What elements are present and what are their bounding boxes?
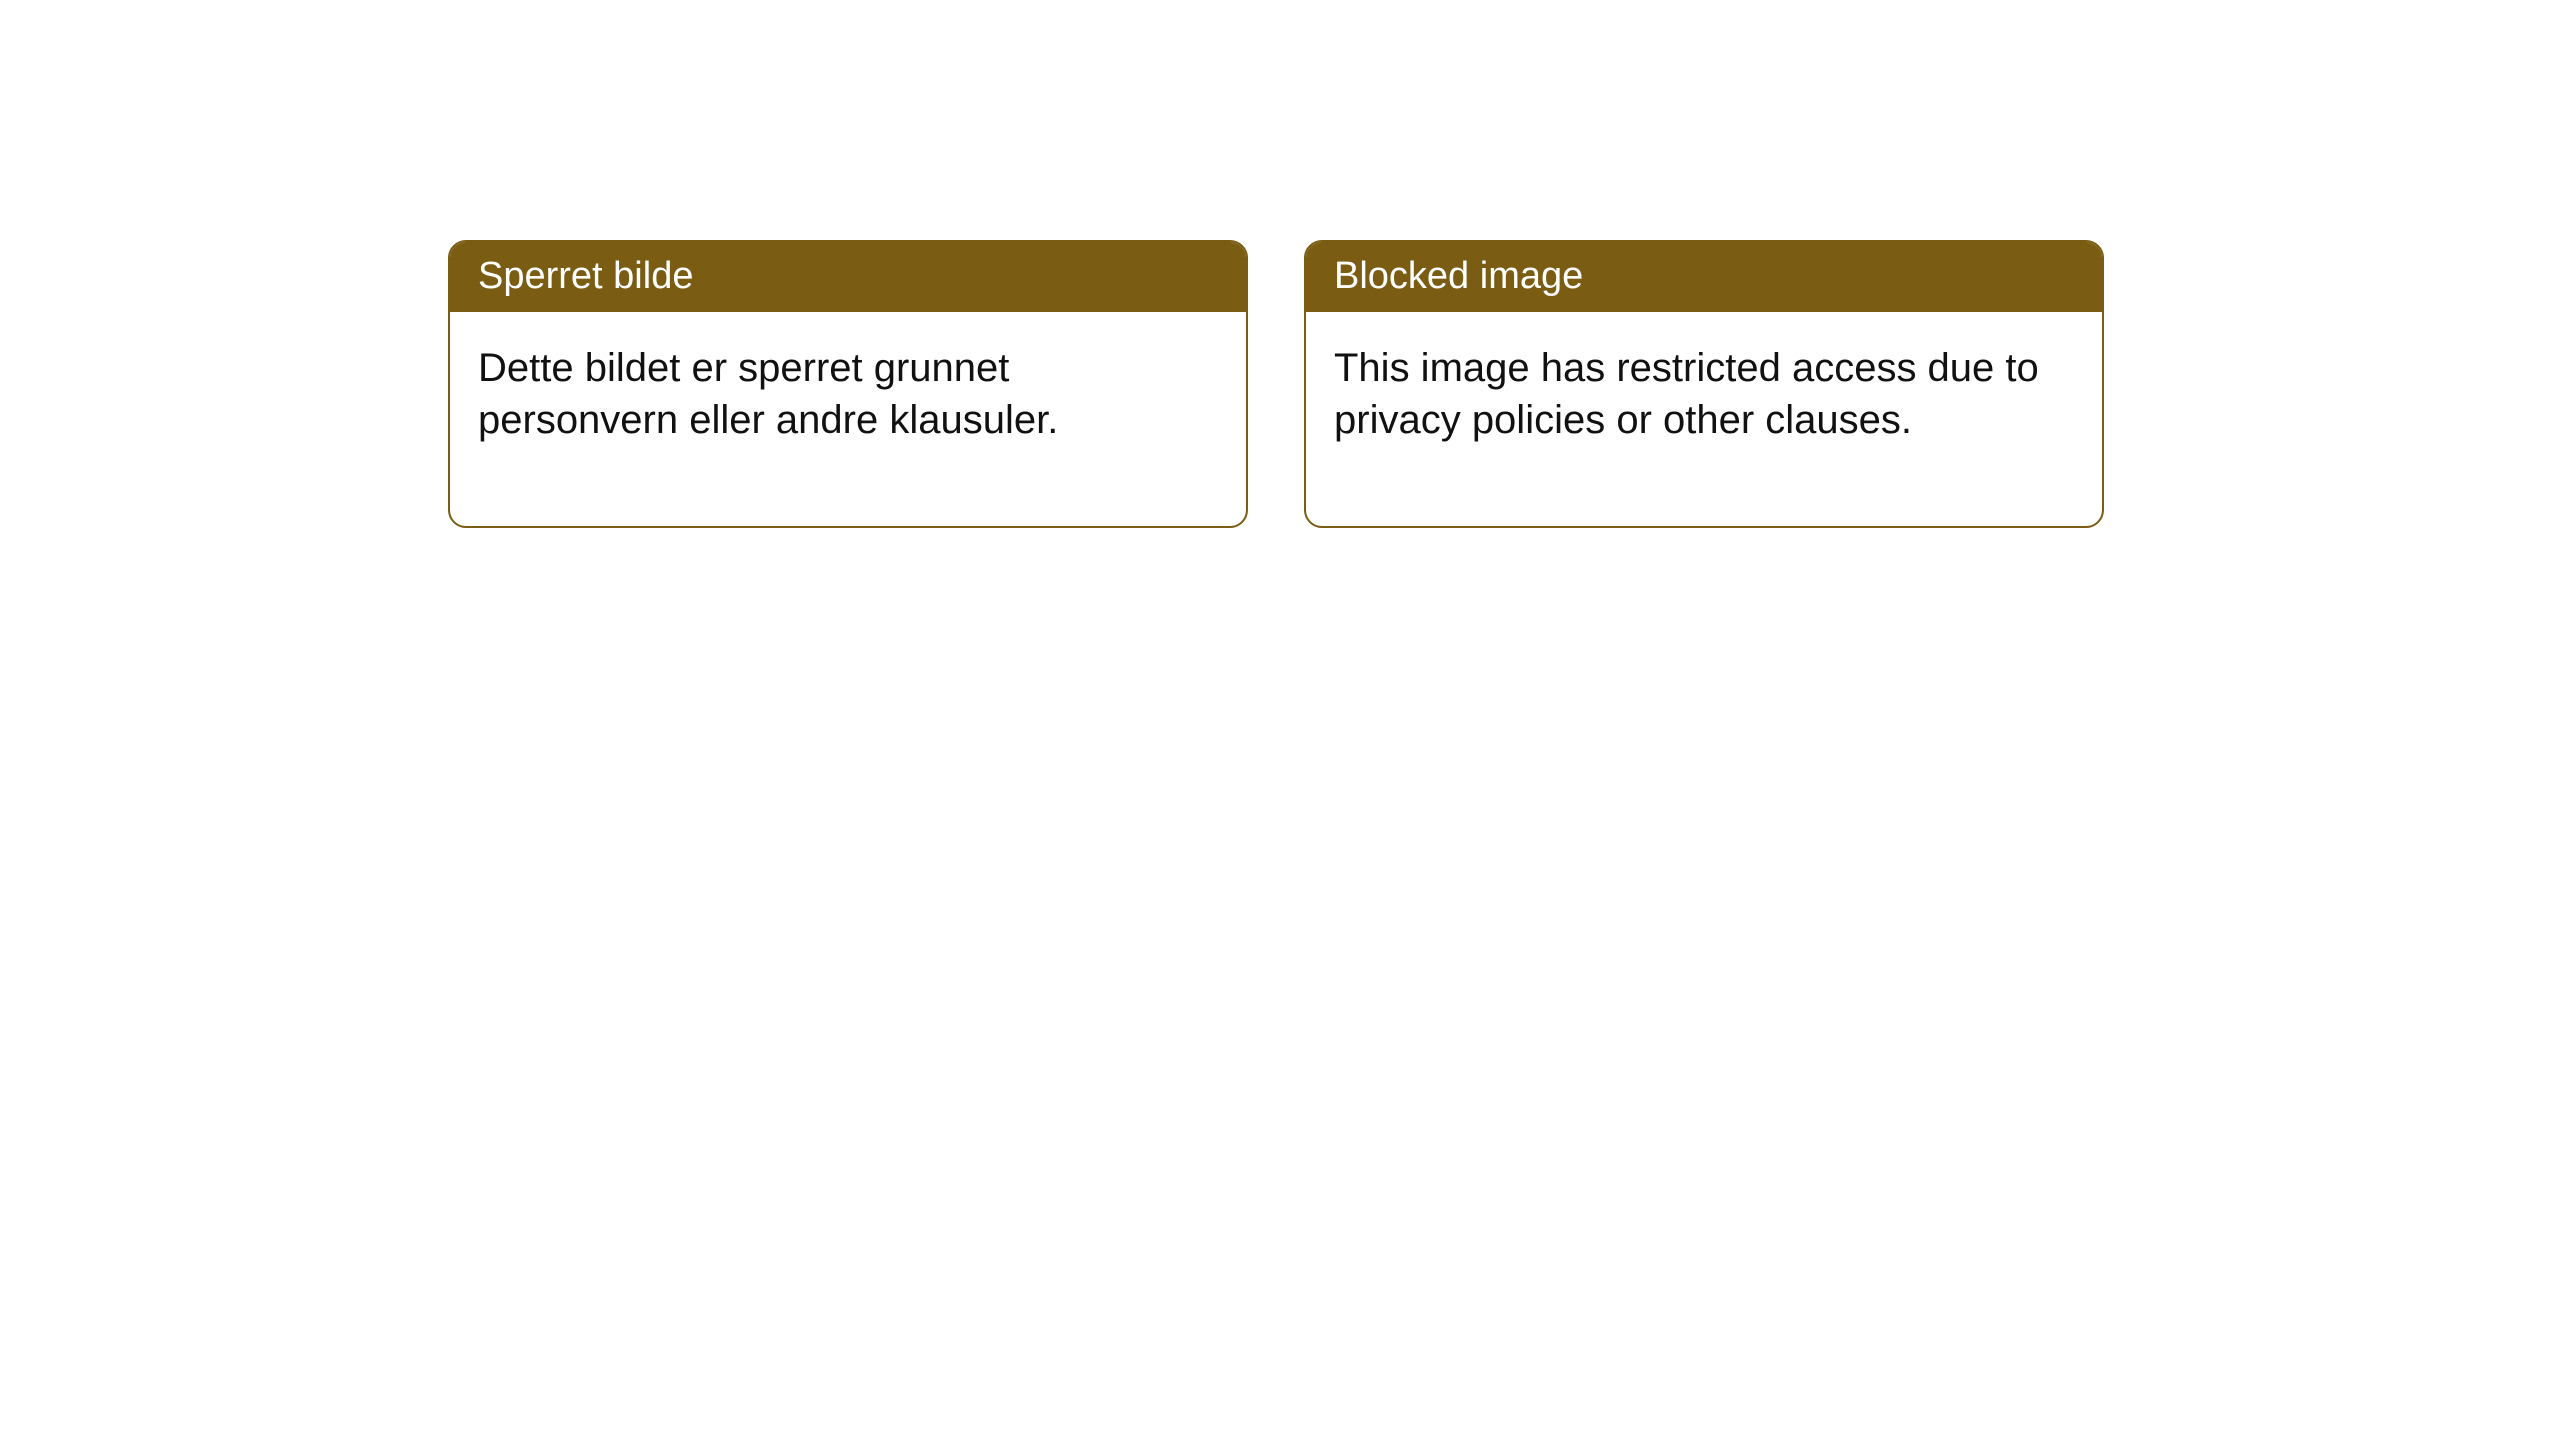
card-body: This image has restricted access due to … [1306, 312, 2102, 526]
card-title: Sperret bilde [478, 255, 693, 297]
card-header: Blocked image [1306, 242, 2102, 312]
notice-cards-container: Sperret bilde Dette bildet er sperret gr… [448, 240, 2104, 528]
notice-card-norwegian: Sperret bilde Dette bildet er sperret gr… [448, 240, 1248, 528]
card-header: Sperret bilde [450, 242, 1246, 312]
card-title: Blocked image [1334, 255, 1583, 297]
card-message: This image has restricted access due to … [1334, 346, 2039, 442]
notice-card-english: Blocked image This image has restricted … [1304, 240, 2104, 528]
card-message: Dette bildet er sperret grunnet personve… [478, 346, 1058, 442]
card-body: Dette bildet er sperret grunnet personve… [450, 312, 1246, 526]
